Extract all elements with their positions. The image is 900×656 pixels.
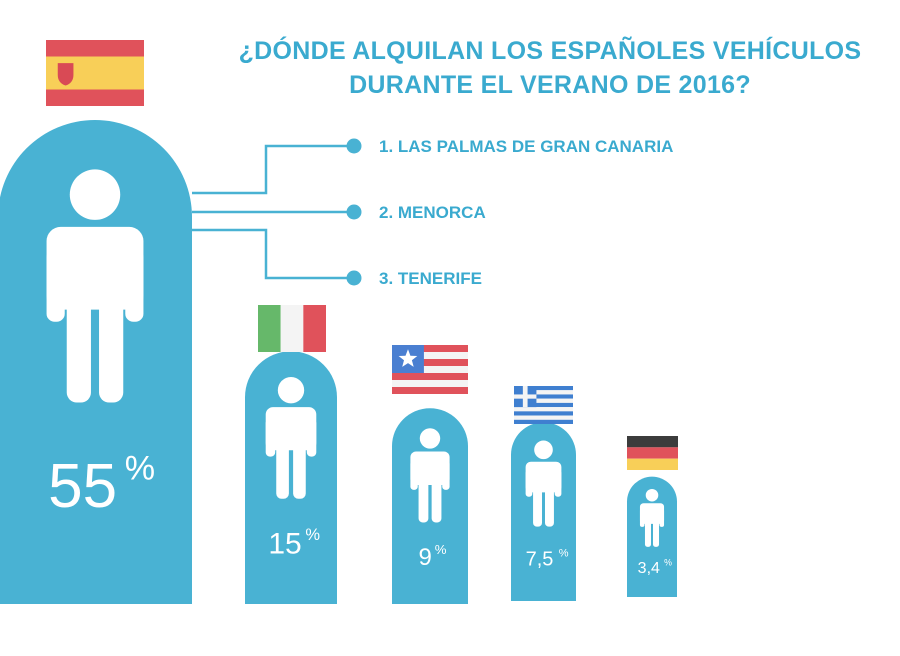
connector-dot-3: [346, 270, 362, 286]
destination-label-1: 1. LAS PALMAS DE GRAN CANARIA: [379, 137, 674, 156]
value-label-3: 9: [419, 544, 432, 571]
person-icon-3: [410, 428, 450, 523]
chart-title-line-1: ¿DÓNDE ALQUILAN LOS ESPAÑOLES VEHÍCULOS: [238, 37, 862, 65]
value-label-5: 3,4: [638, 560, 660, 577]
connector-dot-1: [346, 138, 362, 154]
unit-label-2: %: [305, 526, 320, 544]
greece-flag-icon: [514, 386, 573, 424]
unit-label-4: %: [559, 547, 569, 559]
spain-flag-icon: [46, 40, 144, 106]
person-icon-4: [525, 440, 562, 527]
chart-title-line-2: DURANTE EL VERANO DE 2016?: [349, 71, 751, 99]
connector-dot-2: [346, 204, 362, 220]
unit-label-3: %: [435, 542, 447, 557]
value-label-2: 15: [268, 527, 301, 560]
value-label-4: 7,5: [526, 548, 554, 570]
usa-flag-icon: [392, 345, 468, 394]
value-label-1: 55: [48, 452, 117, 521]
destination-connectors: [192, 138, 362, 286]
bars-group: 55 %15 %9% 7,5 %3,4%: [0, 120, 677, 604]
person-icon-2: [265, 377, 317, 499]
destination-label-3: 3. TENERIFE: [379, 269, 482, 288]
connector-line-1: [192, 144, 354, 195]
bar-5: [627, 476, 677, 597]
chart-title: ¿DÓNDE ALQUILAN LOS ESPAÑOLES VEHÍCULOS …: [200, 34, 900, 102]
flags-group: [46, 40, 678, 470]
italy-flag-icon: [258, 305, 326, 352]
person-icon-5: [639, 488, 665, 547]
unit-label-1: %: [125, 449, 155, 487]
destination-label-2: 2. MENORCA: [379, 203, 486, 222]
connector-line-3: [192, 228, 354, 280]
germany-flag-icon: [627, 436, 678, 470]
unit-label-5: %: [664, 558, 672, 568]
person-icon-1: [46, 169, 144, 403]
